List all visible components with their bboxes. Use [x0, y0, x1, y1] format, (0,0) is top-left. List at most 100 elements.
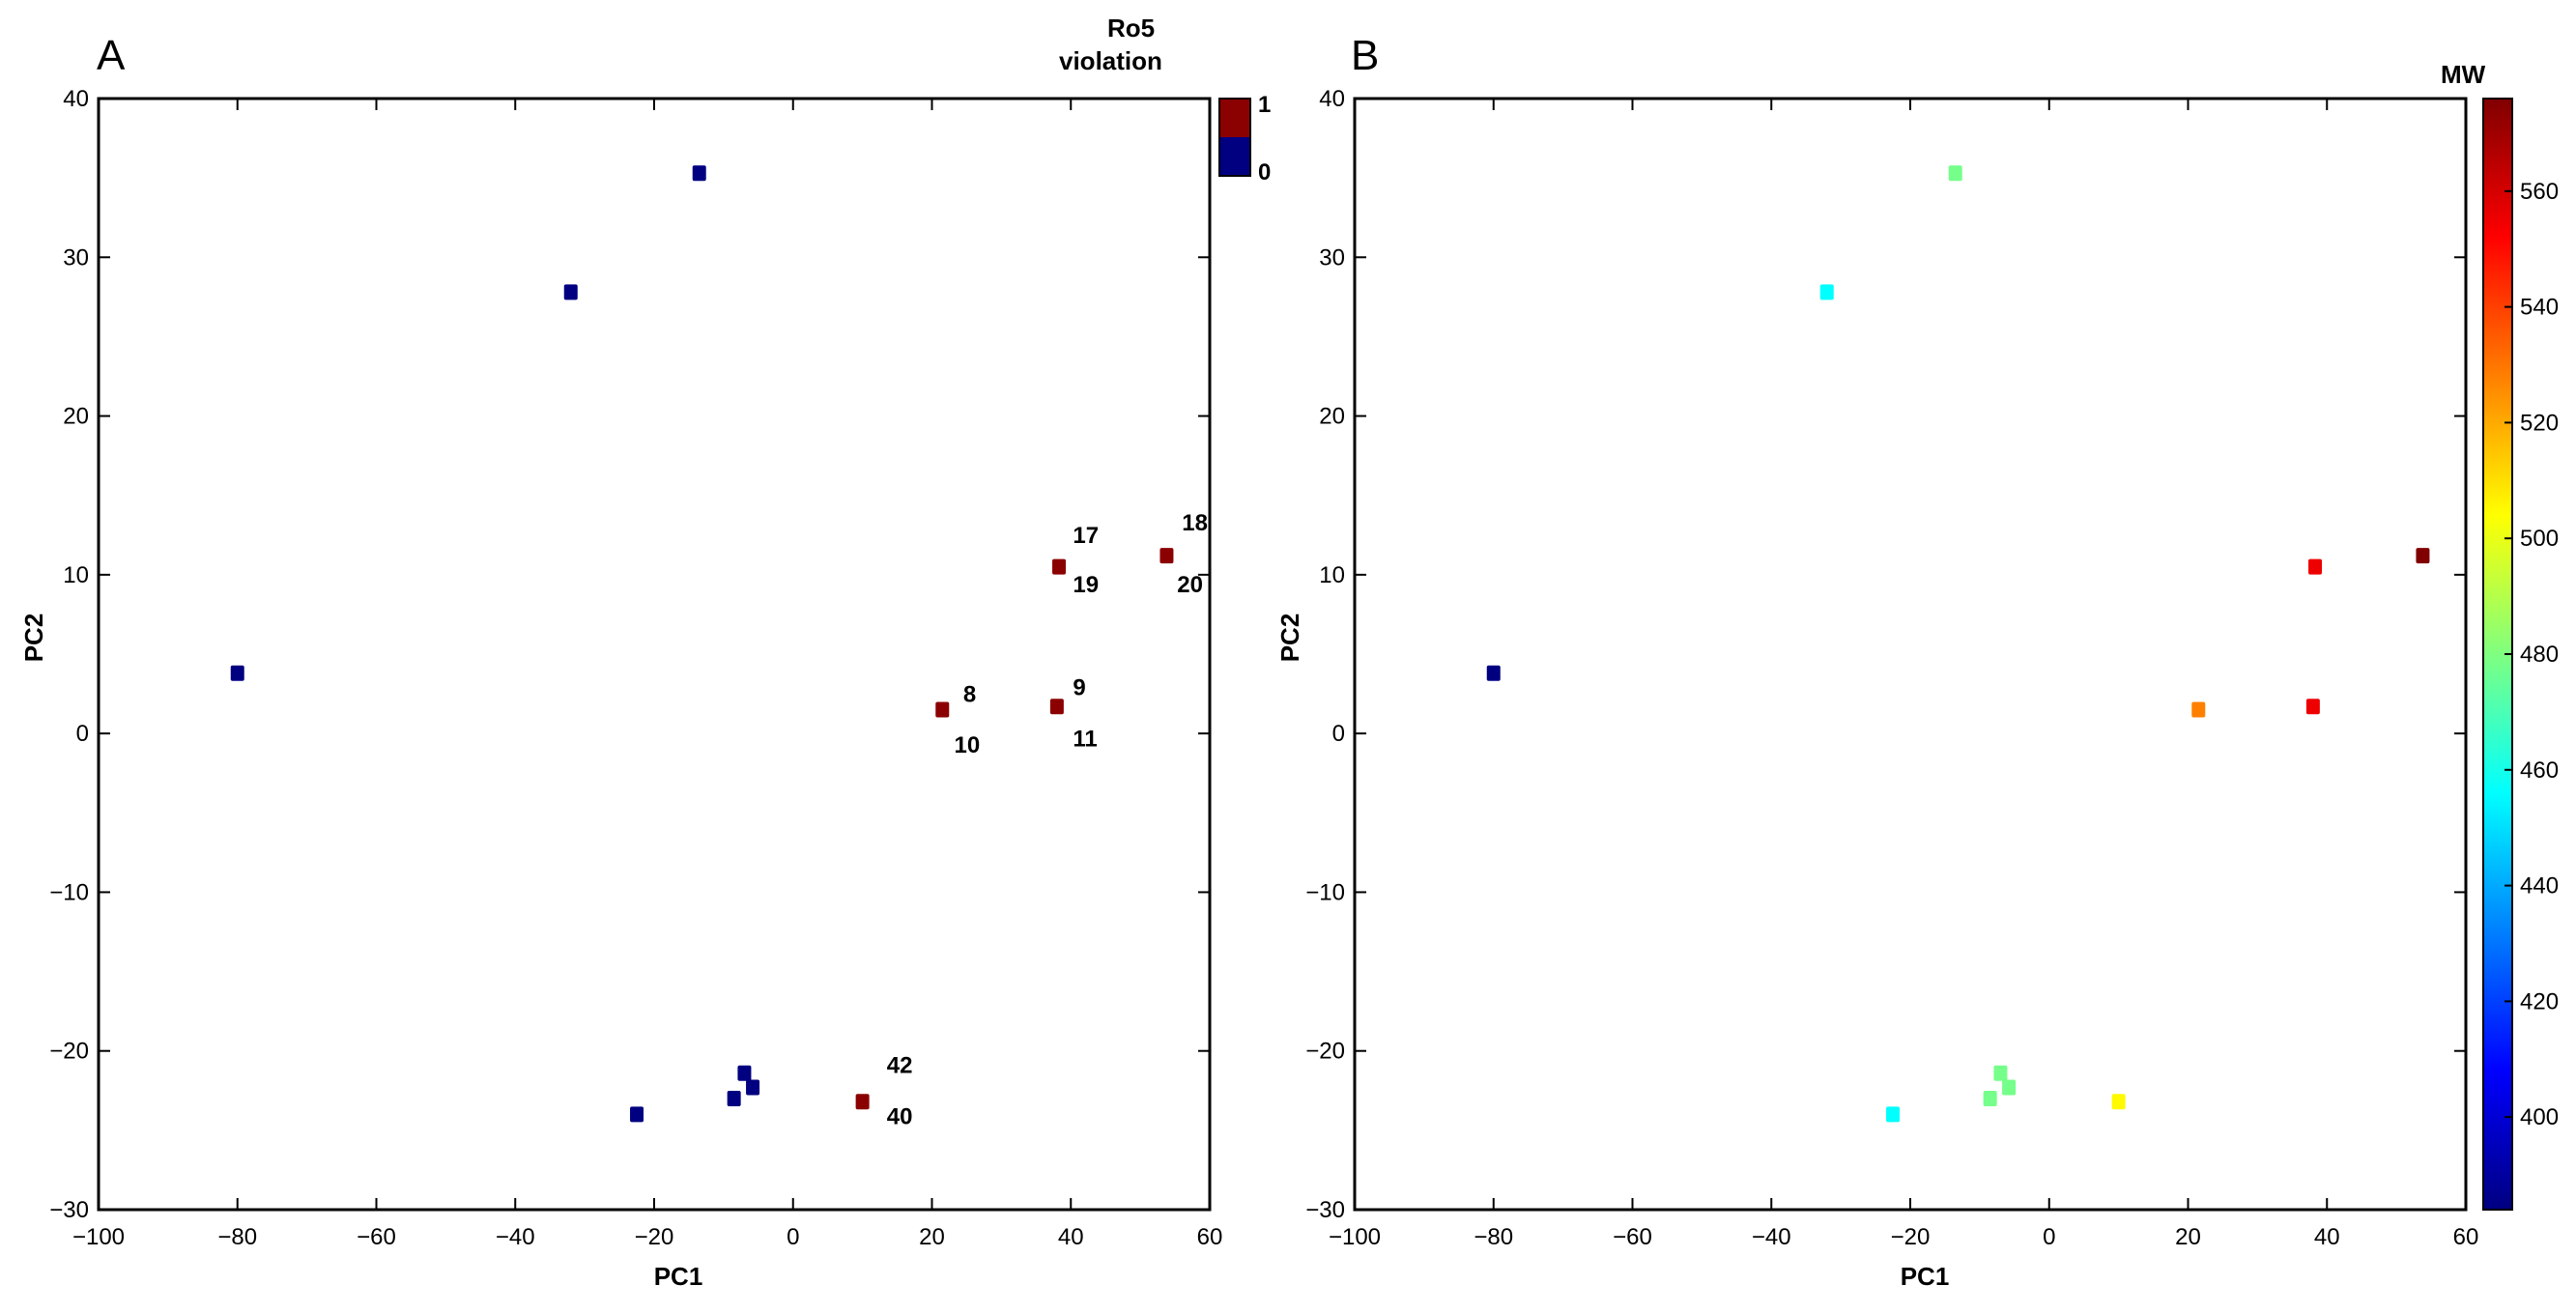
panel-b-plot-area: −100 −80 −60 −40 −20 0 20 40 60−30−20−1001020304…	[1305, 86, 2478, 1250]
y-tick-label: −30	[1305, 1197, 1345, 1223]
point-annotation: 40	[887, 1103, 913, 1129]
data-point	[1948, 165, 1962, 182]
y-tick-label: 30	[63, 244, 89, 271]
x-tick-label: −100	[72, 1224, 125, 1250]
ro5-legend-title-line-1: Ro5	[1107, 14, 1155, 43]
x-tick-label: −20	[1891, 1224, 1931, 1250]
point-annotation: 42	[887, 1053, 913, 1079]
mw-colorbar-tick-label: 540	[2520, 295, 2559, 321]
data-point	[737, 1065, 752, 1081]
data-point	[1159, 548, 1174, 564]
y-tick-label: 40	[63, 86, 89, 112]
data-point	[2191, 701, 2206, 718]
y-tick-label: 30	[1319, 244, 1345, 271]
data-point	[230, 665, 244, 681]
ro5-legend-title-line-2: violation	[1059, 46, 1162, 75]
y-tick-label: −30	[49, 1197, 89, 1223]
mw-colorbar-tick-label: 560	[2520, 179, 2559, 205]
panel-a-ylabel: PC2	[19, 614, 48, 663]
x-tick-label: 60	[2453, 1224, 2479, 1250]
data-point	[1993, 1065, 2008, 1081]
y-tick-label: −10	[49, 879, 89, 905]
y-tick-label: −20	[49, 1039, 89, 1065]
data-point	[1049, 699, 1064, 715]
mw-colorbar-tick-label: 460	[2520, 757, 2559, 784]
point-annotation: 20	[1177, 572, 1203, 598]
panel-a-label: A	[97, 32, 126, 79]
point-annotation: 18	[1182, 510, 1208, 536]
x-tick-label: 20	[2175, 1224, 2201, 1250]
x-tick-label: −20	[635, 1224, 674, 1250]
x-tick-label: 40	[1058, 1224, 1084, 1250]
data-point	[630, 1106, 644, 1123]
panel-b-label: B	[1351, 32, 1379, 79]
y-tick-label: 40	[1319, 86, 1345, 112]
ro5-legend-frame	[1218, 98, 1251, 177]
data-point	[2305, 699, 2320, 715]
x-tick-label: −80	[217, 1224, 257, 1250]
data-point	[935, 701, 950, 718]
data-point	[2002, 1079, 2017, 1096]
mw-colorbar-tick-label: 480	[2520, 642, 2559, 668]
x-tick-label: −60	[1613, 1224, 1652, 1250]
axes-frame	[97, 97, 1212, 1212]
point-annotation: 11	[1073, 726, 1097, 752]
panel-b: B −100 −80 −60 −40 −20 0 20 40 60−30−20−10010203…	[1275, 32, 2559, 1291]
panel-b-ylabel: PC2	[1275, 614, 1304, 663]
mw-colorbar-title: MW	[2441, 60, 2486, 89]
mw-colorbar-tick-label: 500	[2520, 526, 2559, 552]
data-point	[1486, 665, 1501, 681]
mw-colorbar: MW 400 420 440 460 480 500 520 540 560	[2441, 60, 2559, 1211]
x-tick-label: 20	[919, 1224, 945, 1250]
panel-a-xlabel: PC1	[654, 1262, 703, 1291]
data-point	[2111, 1094, 2126, 1110]
data-point	[1886, 1106, 1901, 1123]
data-point	[1052, 558, 1067, 575]
x-tick-label: −40	[496, 1224, 535, 1250]
x-tick-label: 40	[2314, 1224, 2340, 1250]
y-tick-label: 0	[76, 721, 89, 747]
y-tick-label: 10	[63, 562, 89, 588]
data-point	[746, 1079, 760, 1096]
point-annotation: 19	[1073, 572, 1099, 598]
y-tick-label: −20	[1305, 1039, 1345, 1065]
x-tick-label: −40	[1752, 1224, 1791, 1250]
point-annotation: 10	[955, 732, 981, 758]
x-tick-label: 0	[787, 1224, 799, 1250]
ro5-violation-legend: Ro5 violation 1 0	[1059, 14, 1271, 186]
point-annotation: 17	[1073, 523, 1099, 549]
data-point	[855, 1094, 870, 1110]
point-annotation: 9	[1073, 675, 1085, 701]
mw-colorbar-tick-label: 420	[2520, 988, 2559, 1014]
x-tick-label: 0	[2043, 1224, 2055, 1250]
ro5-legend-tick-label: 1	[1258, 92, 1271, 118]
mw-colorbar-tick-label: 400	[2520, 1104, 2559, 1130]
panel-a: A −100 −80 −60 −40 −20 0 20 40 60−30−20−10010203…	[19, 14, 1271, 1291]
ro5-legend-tick-label: 0	[1258, 159, 1271, 186]
data-point	[2308, 558, 2323, 575]
mw-colorbar-tick-label: 520	[2520, 410, 2559, 436]
ro5-legend-swatch	[1219, 99, 1250, 137]
data-point	[563, 284, 578, 300]
panel-b-xlabel: PC1	[1901, 1262, 1950, 1291]
y-tick-label: 10	[1319, 562, 1345, 588]
data-point	[692, 165, 706, 182]
mw-colorbar-tick-label: 440	[2520, 873, 2559, 900]
data-point	[1983, 1091, 1997, 1106]
point-annotation: 8	[963, 681, 976, 707]
y-tick-label: 0	[1332, 721, 1345, 747]
data-point	[2416, 548, 2430, 564]
x-tick-label: −60	[357, 1224, 396, 1250]
y-tick-label: 20	[1319, 404, 1345, 430]
x-tick-label: 60	[1197, 1224, 1223, 1250]
axes-frame	[1353, 97, 2468, 1212]
data-point	[727, 1091, 741, 1106]
x-tick-label: −100	[1329, 1224, 1381, 1250]
x-tick-label: −80	[1474, 1224, 1513, 1250]
data-point	[1819, 284, 1834, 300]
panel-a-plot-area: −100 −80 −60 −40 −20 0 20 40 60−30−20−1001020304…	[49, 86, 1222, 1250]
y-tick-label: 20	[63, 404, 89, 430]
ro5-legend-swatch	[1219, 137, 1250, 176]
y-tick-label: −10	[1305, 879, 1345, 905]
